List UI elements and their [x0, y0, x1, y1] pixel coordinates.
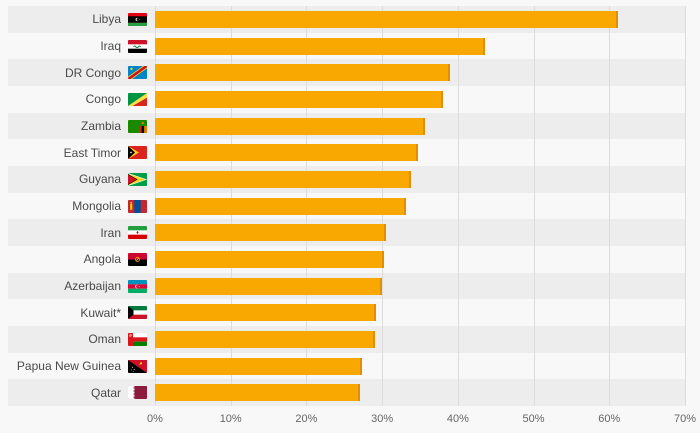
category-label: DR Congo [64, 65, 121, 80]
bar-guyana [155, 170, 411, 188]
bar-kuwait [155, 304, 377, 322]
bar-dr-congo [155, 64, 451, 82]
bar-iraq [155, 37, 486, 55]
bar-iran [155, 224, 386, 242]
bar-zambia [155, 117, 425, 135]
x-tick-label: 10% [219, 413, 242, 425]
flag-oman-icon [128, 332, 147, 346]
x-tick-label: 30% [371, 413, 394, 425]
bar-oman [155, 330, 376, 348]
flag-mongolia-icon [128, 199, 147, 213]
row-oman: Oman [8, 326, 685, 353]
x-tick-label: 50% [522, 413, 545, 425]
row-mongolia: Mongolia [8, 193, 685, 220]
row-east-timor: East Timor [8, 139, 685, 166]
category-label: Iraq [100, 39, 121, 53]
x-tick-label: 70% [673, 413, 697, 425]
flag-libya-icon [128, 12, 147, 26]
bar-angola [155, 250, 384, 268]
row-zambia: Zambia [8, 112, 685, 140]
x-tick-label: 40% [446, 413, 469, 425]
chart-rows: Libya Iraq DR Congo [8, 6, 685, 407]
bar-east-timor [155, 144, 419, 162]
flag-iraq-icon [128, 39, 147, 53]
category-label: Mongolia [72, 199, 121, 214]
bar-papua-new-guinea [155, 357, 363, 375]
category-label: Qatar [90, 385, 121, 400]
category-label: Libya [92, 12, 121, 27]
category-label: East Timor [63, 145, 121, 160]
bar-mongolia [155, 197, 407, 215]
row-papua-new-guinea: Papua New Guinea [8, 353, 685, 380]
flag-kuwait-icon [128, 306, 147, 320]
flag-iran-icon [128, 226, 147, 240]
row-kuwait: Kuwait* [8, 299, 685, 326]
category-label: Zambia [80, 119, 121, 134]
category-label: Azerbaijan [64, 279, 121, 294]
flag-papua-new-guinea-icon [128, 359, 147, 373]
category-label: Congo [85, 92, 121, 107]
x-tick-label: 60% [598, 413, 621, 425]
x-axis: 0% 10% 20% 30% 40% 50% 60% 70% [147, 406, 696, 433]
row-guyana: Guyana [8, 166, 685, 193]
flag-congo-icon [128, 92, 147, 106]
row-congo: Congo [8, 86, 685, 113]
row-iraq: Iraq [8, 33, 685, 60]
bar-qatar [155, 384, 361, 402]
row-qatar: Qatar [8, 379, 685, 407]
category-label: Papua New Guinea [16, 359, 121, 374]
flag-angola-icon [128, 252, 147, 266]
row-angola: Angola [8, 246, 685, 273]
category-label: Kuwait* [80, 305, 121, 320]
flag-east-timor-icon [128, 146, 147, 160]
category-label: Iran [100, 225, 121, 240]
x-tick-label: 0% [147, 413, 163, 425]
flag-azerbaijan-icon [128, 279, 147, 293]
x-tick-label: 20% [295, 413, 318, 425]
flag-guyana-icon [128, 172, 147, 186]
category-label: Oman [88, 332, 121, 347]
flag-zambia-icon [128, 119, 147, 133]
gridline [685, 6, 686, 406]
bar-azerbaijan [155, 277, 383, 295]
bar-libya [155, 10, 618, 28]
category-label: Angola [83, 252, 121, 267]
row-libya: Libya [8, 6, 685, 33]
flag-qatar-icon [128, 386, 147, 400]
row-dr-congo: DR Congo [8, 59, 685, 87]
flag-dr-congo-icon [128, 66, 147, 80]
category-label: Guyana [78, 172, 121, 187]
row-iran: Iran [8, 219, 685, 247]
bar-congo [155, 90, 443, 108]
row-azerbaijan: Azerbaijan [8, 272, 685, 300]
